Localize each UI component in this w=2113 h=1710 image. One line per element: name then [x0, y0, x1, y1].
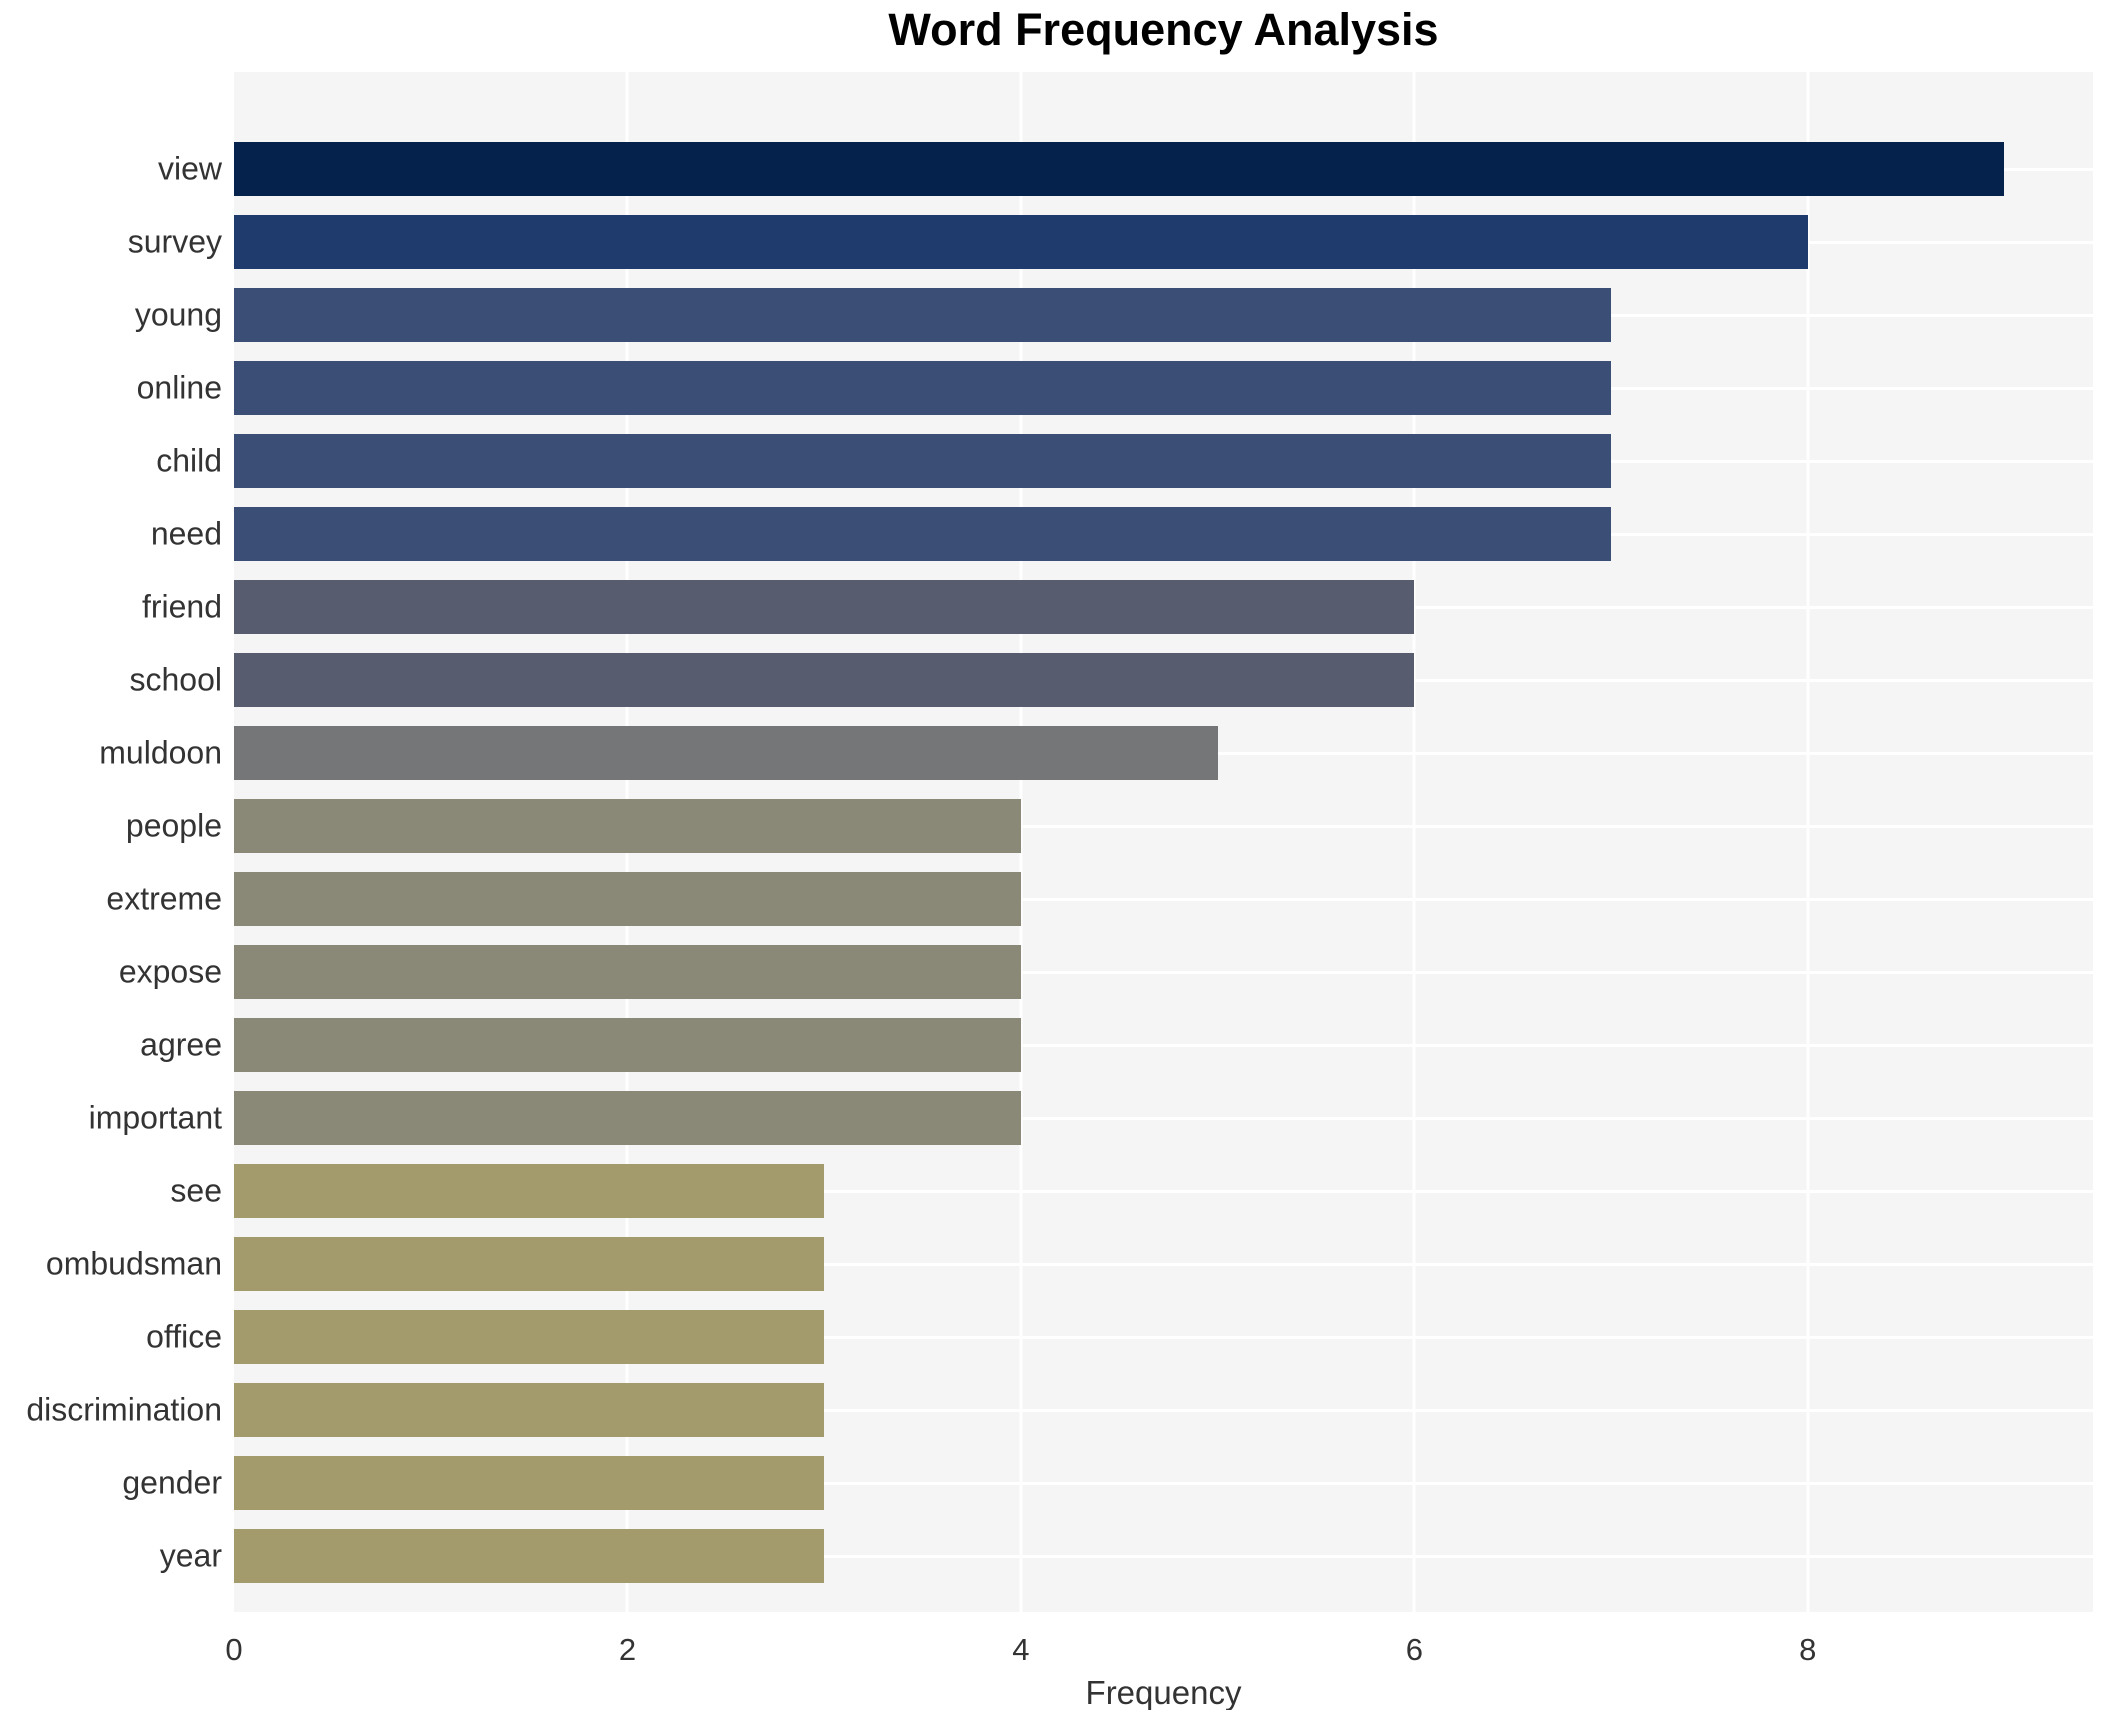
y-label-important: important	[88, 1099, 222, 1136]
gridline-horizontal	[234, 1481, 2093, 1485]
y-label-year: year	[159, 1537, 222, 1574]
y-label-young: young	[134, 296, 222, 333]
bar-child	[234, 434, 1612, 488]
y-label-survey: survey	[127, 223, 222, 260]
bar-young	[234, 288, 1612, 342]
bar-agree	[234, 1018, 1021, 1072]
y-label-gender: gender	[122, 1464, 222, 1501]
gridline-horizontal	[234, 1116, 2093, 1120]
x-tick-label: 2	[618, 1632, 637, 1667]
bar-expose	[234, 945, 1021, 999]
y-label-ombudsman: ombudsman	[45, 1245, 222, 1282]
gridline-horizontal	[234, 897, 2093, 901]
gridline-horizontal	[234, 1335, 2093, 1339]
gridline-horizontal	[234, 1262, 2093, 1266]
y-label-muldoon: muldoon	[99, 734, 222, 771]
bar-discrimination	[234, 1383, 825, 1437]
x-tick-label: 8	[1799, 1632, 1817, 1667]
bar-people	[234, 799, 1021, 853]
bar-muldoon	[234, 726, 1218, 780]
gridline-horizontal	[234, 1408, 2093, 1412]
x-tick-label: 0	[225, 1632, 243, 1667]
x-axis-ticks: 0 2 4 6 8	[225, 1632, 2093, 1676]
gridline-horizontal	[234, 1043, 2093, 1047]
y-label-expose: expose	[118, 953, 222, 990]
bar-extreme	[234, 872, 1021, 926]
gridline-vertical	[1806, 72, 1810, 1612]
bar-friend	[234, 580, 1415, 634]
gridline-horizontal	[234, 970, 2093, 974]
bar-see	[234, 1164, 825, 1218]
y-label-view: view	[157, 150, 222, 187]
y-label-friend: friend	[141, 588, 222, 625]
bar-online	[234, 361, 1612, 415]
gridline-horizontal	[234, 1554, 2093, 1558]
gridline-horizontal	[234, 824, 2093, 828]
y-label-people: people	[125, 807, 222, 844]
bar-year	[234, 1529, 825, 1583]
chart-title: Word Frequency Analysis	[888, 4, 1439, 55]
y-label-agree: agree	[140, 1026, 222, 1063]
y-label-extreme: extreme	[106, 880, 222, 917]
bar-important	[234, 1091, 1021, 1145]
y-label-see: see	[170, 1172, 222, 1209]
bar-office	[234, 1310, 825, 1364]
y-label-school: school	[129, 661, 223, 698]
y-label-discrimination: discrimination	[26, 1391, 222, 1428]
y-label-child: child	[156, 442, 222, 479]
y-axis-labels: view survey young online child need friend scho…	[0, 0, 222, 1710]
x-tick-label: 6	[1405, 1632, 1423, 1667]
bar-need	[234, 507, 1612, 561]
bar-ombudsman	[234, 1237, 825, 1291]
gridline-horizontal	[234, 1189, 2093, 1193]
bar-survey	[234, 215, 1808, 269]
gridline-vertical	[1412, 72, 1416, 1612]
y-label-office: office	[146, 1318, 222, 1355]
bar-view	[234, 142, 2005, 196]
gridline-vertical	[1019, 72, 1023, 1612]
bar-gender	[234, 1456, 825, 1510]
x-axis-title: Frequency	[1085, 1674, 1242, 1710]
y-label-online: online	[136, 369, 222, 406]
y-label-need: need	[150, 515, 222, 552]
bar-school	[234, 653, 1415, 707]
x-tick-label: 4	[1012, 1632, 1030, 1667]
plot-area	[234, 72, 2093, 1612]
